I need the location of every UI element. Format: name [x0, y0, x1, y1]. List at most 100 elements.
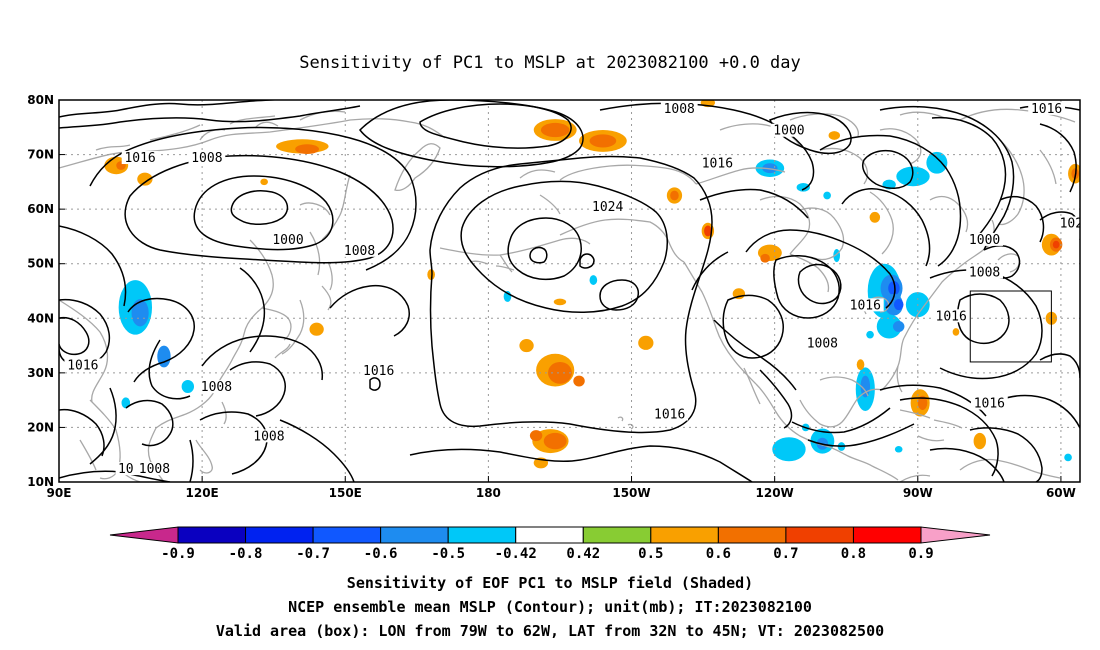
colorbar-swatch: [852, 526, 922, 544]
colorbar-swatch: [177, 526, 247, 544]
caption-line-3: Valid area (box): LON from 79W to 62W, L…: [216, 622, 884, 640]
contour-label-bg: [970, 396, 1008, 410]
contour-label: 1024: [1060, 217, 1091, 232]
contour-label-bg: [341, 243, 378, 257]
sensitivity-patch: [888, 281, 900, 296]
lat-tick-label: 50N: [27, 257, 54, 271]
colorbar-high-extend: [920, 526, 991, 544]
contour-label-bg: [1028, 101, 1066, 115]
sensitivity-patch: [309, 322, 324, 336]
contour-label-bg: [269, 232, 307, 246]
contour-label: 1008: [253, 429, 284, 444]
sensitivity-patch: [1052, 240, 1060, 249]
contour-label: 1008: [664, 102, 695, 117]
map-area: 1008 1016 1000 1016 1008 1016 1024 1000 1008 1000…: [27, 93, 1091, 500]
sensitivity-patch: [796, 182, 810, 192]
colorbar: -0.9 -0.8 -0.7 -0.6 -0.5 -0.42 0.42 0.5 0.6 0.7 0.…: [109, 526, 991, 562]
sensitivity-patch: [121, 397, 131, 409]
colorbar-label: -0.6: [364, 546, 398, 562]
colorbar-label: 0.7: [773, 546, 798, 562]
contour-label-bg: [966, 232, 1003, 246]
contour-label: 1008: [139, 462, 170, 477]
lon-tick-label: 90W: [903, 486, 933, 500]
colorbar-label: -0.9: [161, 546, 195, 562]
sensitivity-patch: [295, 144, 320, 155]
caption-line-1: Sensitivity of EOF PC1 to MSLP field (Sh…: [347, 574, 753, 592]
mslp-contours: [59, 100, 1080, 482]
contour-label: 1016: [974, 397, 1005, 412]
contour-label-bg: [121, 151, 159, 165]
contour-label-bg: [1056, 216, 1080, 230]
contour-label-bg: [188, 151, 226, 165]
contour-label-bg: [198, 380, 235, 394]
contour-label-bg: [651, 407, 689, 421]
sensitivity-patch: [973, 432, 987, 450]
lon-tick-label: 120W: [756, 486, 794, 500]
sensitivity-patch: [519, 339, 534, 353]
sensitivity-patch: [823, 191, 831, 200]
colorbar-label: -0.5: [431, 546, 465, 562]
sensitivity-patch: [543, 432, 567, 450]
sensitivity-patch: [856, 359, 865, 371]
sensitivity-patch: [573, 375, 585, 387]
lat-tick-label: 20N: [27, 420, 54, 434]
sensitivity-patch: [553, 298, 567, 306]
sensitivity-patch: [860, 375, 871, 398]
lat-tick-label: 40N: [27, 311, 54, 325]
sensitivity-patch: [704, 225, 712, 237]
sensitivity-patch: [866, 330, 874, 339]
lat-tick-label: 70N: [27, 148, 54, 162]
contour-label: 1024: [592, 200, 623, 215]
contour-label: 10: [118, 462, 134, 477]
contour-label: 1008: [969, 266, 1000, 281]
colorbar-label: 0.8: [841, 546, 866, 562]
sensitivity-patch: [762, 163, 778, 174]
sensitivity-patch: [638, 335, 654, 350]
sensitivity-patch: [548, 361, 572, 384]
sensitivity-patch: [952, 328, 960, 336]
lon-tick-label: 150E: [329, 486, 362, 500]
captions: Sensitivity of EOF PC1 to MSLP field (Sh…: [216, 574, 884, 640]
sensitivity-patch: [926, 151, 948, 174]
sensitivity-patch: [869, 211, 881, 223]
sensitivity-patch: [157, 345, 171, 368]
lon-tick-label: 60W: [1046, 486, 1076, 500]
colorbar-swatch: [447, 526, 517, 544]
colorbar-label: -0.8: [229, 546, 263, 562]
colorbar-low-extend: [109, 526, 179, 544]
sensitivity-patch: [893, 299, 904, 311]
contour-label: 1016: [363, 364, 394, 379]
contour-label: 1008: [807, 337, 838, 352]
sensitivity-patch: [1081, 350, 1089, 357]
sensitivity-patch: [131, 299, 149, 327]
contour-label: 1000: [272, 233, 303, 248]
map-frame: [58, 99, 1081, 483]
contour-label: 1016: [702, 156, 733, 171]
contour-labels: 1008 1016 1000 1016 1008 1016 1024 1000 1008 1000…: [64, 101, 1091, 477]
contour-label-bg: [360, 363, 398, 377]
contour-label-bg: [966, 265, 1003, 279]
colorbar-swatch: [515, 526, 584, 544]
colorbar-label: 0.42: [566, 546, 600, 562]
colorbar-label: -0.7: [296, 546, 330, 562]
lon-tick-label: 120E: [186, 486, 219, 500]
contour-label: 1016: [936, 309, 967, 324]
sensitivity-patch: [828, 131, 841, 140]
lat-tick-label: 10N: [27, 475, 54, 489]
sensitivity-patch: [427, 269, 435, 281]
sensitivity-patch: [1064, 453, 1072, 462]
contour-label-bg: [770, 123, 808, 137]
contour-label: 1016: [1031, 102, 1062, 117]
colorbar-swatch: [245, 526, 314, 544]
sensitivity-patch: [876, 314, 902, 339]
contour-label: 1016: [850, 298, 881, 313]
contour-label: 1008: [191, 151, 222, 166]
lon-tick-label: 90E: [47, 486, 72, 500]
colorbar-swatch: [312, 526, 382, 544]
colorbar-label: -0.42: [495, 546, 537, 562]
sensitivity-patch: [260, 178, 268, 186]
lon-tick-label: 150W: [612, 486, 650, 500]
sensitivity-patch: [772, 437, 806, 462]
contour-label-bg: [803, 336, 841, 350]
lat-tick-label: 60N: [27, 202, 54, 216]
